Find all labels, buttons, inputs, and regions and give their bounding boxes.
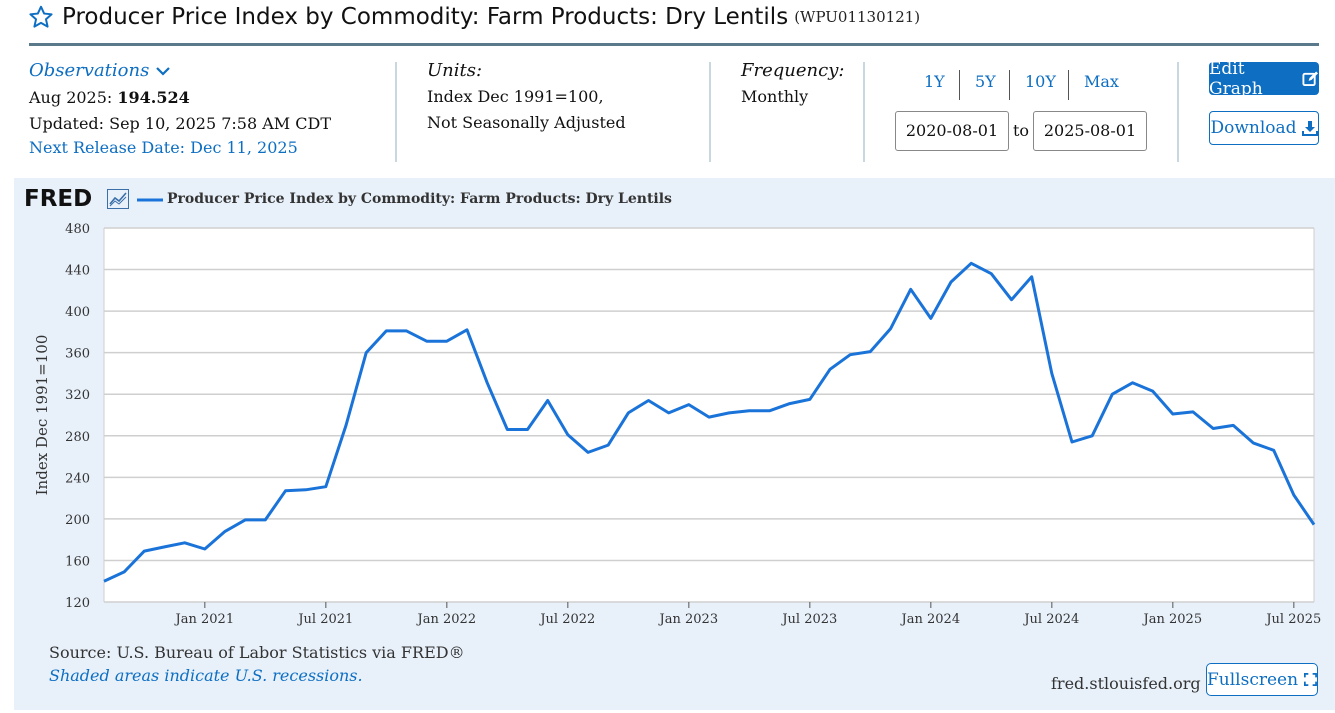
section-divider <box>1177 62 1179 162</box>
section-divider <box>395 62 397 162</box>
chart-trend-icon <box>107 189 129 209</box>
range-1y-button[interactable]: 1Y <box>924 72 945 91</box>
fred-logo: FRED <box>24 186 93 212</box>
range-10y-button[interactable]: 10Y <box>1025 72 1056 91</box>
latest-label: Aug 2025: <box>29 88 113 107</box>
expand-icon <box>1304 673 1317 686</box>
frequency-value: Monthly <box>741 87 809 106</box>
edit-graph-button[interactable]: Edit Graph <box>1209 59 1319 99</box>
section-divider <box>709 62 711 162</box>
x-tick-label: Jan 2021 <box>174 612 235 627</box>
range-5y-button[interactable]: 5Y <box>975 72 996 91</box>
units-label: Units: <box>427 60 483 81</box>
y-tick-label: 400 <box>65 305 90 320</box>
header-divider <box>29 43 1319 46</box>
edit-graph-label: Edit Graph <box>1209 58 1263 99</box>
range-divider <box>959 70 960 100</box>
source-text: Source: U.S. Bureau of Labor Statistics … <box>49 643 465 662</box>
y-tick-label: 280 <box>65 430 90 445</box>
next-release-link[interactable]: Next Release Date: Dec 11, 2025 <box>29 138 298 157</box>
x-tick-label: Jul 2024 <box>1022 612 1079 627</box>
x-tick-label: Jan 2022 <box>416 612 477 627</box>
frequency-label: Frequency: <box>741 60 845 81</box>
range-divider <box>1068 70 1069 100</box>
observations-toggle[interactable]: Observations <box>29 60 171 81</box>
y-tick-label: 240 <box>65 471 90 486</box>
star-icon[interactable] <box>28 4 54 30</box>
y-tick-label: 480 <box>65 222 90 237</box>
legend-swatch <box>137 198 163 202</box>
recession-note-link[interactable]: Shaded areas indicate U.S. recessions. <box>49 666 363 685</box>
edit-icon <box>1302 70 1319 86</box>
fullscreen-label: Fullscreen <box>1207 669 1299 690</box>
to-label: to <box>1013 121 1030 140</box>
y-tick-label: 200 <box>65 513 90 528</box>
series-id: (WPU01130121) <box>794 8 921 26</box>
units-line1: Index Dec 1991=100, <box>427 87 604 106</box>
y-tick-label: 120 <box>65 596 90 611</box>
section-divider <box>863 62 865 162</box>
page-title: Producer Price Index by Commodity: Farm … <box>62 4 789 30</box>
x-tick-label: Jan 2024 <box>900 612 961 627</box>
plot-area <box>104 228 1314 602</box>
units-line2: Not Seasonally Adjusted <box>427 113 626 132</box>
y-tick-label: 440 <box>65 264 90 279</box>
download-icon <box>1301 121 1318 136</box>
range-max-button[interactable]: Max <box>1084 72 1119 91</box>
x-tick-label: Jan 2025 <box>1142 612 1203 627</box>
y-tick-label: 320 <box>65 388 90 403</box>
download-label: Download <box>1210 118 1297 138</box>
page-header: Producer Price Index by Commodity: Farm … <box>28 4 920 30</box>
y-axis-label: Index Dec 1991=100 <box>33 335 51 496</box>
updated-text: Updated: Sep 10, 2025 7:58 AM CDT <box>29 114 331 133</box>
site-url: fred.stlouisfed.org <box>1051 674 1201 693</box>
series-line <box>103 261 1316 583</box>
y-tick-label: 360 <box>65 347 90 362</box>
chevron-down-icon <box>156 66 171 76</box>
observations-link[interactable]: Observations <box>29 60 150 81</box>
latest-value: 194.524 <box>117 88 190 107</box>
latest-observation: Aug 2025: 194.524 <box>29 88 190 107</box>
x-tick-label: Jul 2023 <box>780 612 837 627</box>
start-date-input[interactable]: 2020-08-01 <box>895 111 1009 151</box>
x-tick-label: Jul 2025 <box>1264 612 1321 627</box>
fullscreen-button[interactable]: Fullscreen <box>1206 663 1318 696</box>
range-divider <box>1009 70 1010 100</box>
legend-label: Producer Price Index by Commodity: Farm … <box>167 191 672 207</box>
x-tick-label: Jan 2023 <box>658 612 719 627</box>
end-date-input[interactable]: 2025-08-01 <box>1033 111 1147 151</box>
x-tick-label: Jul 2022 <box>538 612 595 627</box>
x-tick-label: Jul 2021 <box>296 612 353 627</box>
y-tick-label: 160 <box>65 554 90 569</box>
download-button[interactable]: Download <box>1209 111 1319 145</box>
